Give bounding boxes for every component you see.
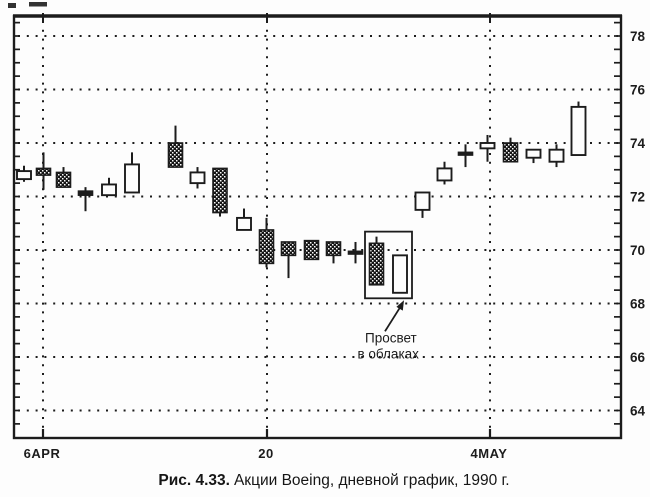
- candle-body-white: [124, 163, 140, 194]
- annotation-arrowhead: [396, 300, 404, 311]
- candle-3: [55, 167, 72, 188]
- candle-body-black: [303, 239, 320, 261]
- candle-body-black: [457, 151, 474, 156]
- candle-20: [457, 144, 474, 168]
- candle-23: [525, 148, 542, 164]
- candle-body-black: [347, 250, 364, 255]
- candle-4: [77, 187, 94, 212]
- y-axis-label-64: 64: [630, 404, 646, 419]
- y-axis-label-72: 72: [630, 190, 645, 205]
- candle-22: [502, 137, 519, 163]
- scan-artifact: [29, 2, 47, 7]
- candle-24: [548, 144, 565, 168]
- y-axis-label-76: 76: [630, 83, 646, 98]
- candle-17: [392, 254, 408, 294]
- candle-body-white: [414, 191, 431, 211]
- candle-body-black: [35, 167, 52, 176]
- annotation-arrow: [384, 303, 403, 332]
- figure-caption: Рис. 4.33. Акции Boeing, дневной график, …: [9, 471, 650, 491]
- y-axis-label-78: 78: [630, 29, 646, 44]
- x-axis-label-20: 20: [258, 446, 273, 461]
- candle-9: [212, 167, 228, 217]
- annotation-label-line2: в облаках: [358, 346, 420, 361]
- y-axis-label-70: 70: [630, 243, 645, 258]
- candle-18: [414, 191, 431, 218]
- candle-body-black: [167, 142, 184, 168]
- candle-10: [236, 208, 252, 231]
- candle-body-black: [212, 167, 228, 214]
- candle-body-black: [280, 241, 297, 257]
- candle-body-black: [55, 171, 72, 188]
- candle-7: [167, 125, 184, 168]
- candle-8: [189, 167, 206, 189]
- candle-body-white: [236, 216, 252, 231]
- plot-border: [12, 14, 623, 440]
- candle-body-white: [392, 254, 408, 294]
- x-axis-label-4MAY: 4MAY: [471, 446, 508, 461]
- candle-body-black: [77, 190, 94, 196]
- candle-body-white: [101, 183, 117, 197]
- pattern-highlight-box: [364, 230, 413, 300]
- candle-body-white: [436, 167, 453, 182]
- candle-11: [258, 217, 275, 268]
- annotation-label-line1: Просвет: [365, 330, 417, 345]
- candle-12: [280, 241, 297, 279]
- caption-number: Рис. 4.33.: [158, 472, 230, 489]
- candle-body-black: [325, 241, 342, 257]
- candle-body-black: [258, 229, 275, 265]
- candle-body-white: [479, 142, 496, 150]
- candle-13: [303, 239, 320, 261]
- candle-15: [347, 241, 364, 264]
- caption-text: Акции Boeing, дневной график, 1990 г.: [233, 472, 510, 489]
- candle-16: [368, 236, 385, 286]
- scan-artifact: [8, 3, 16, 8]
- y-axis-label-66: 66: [630, 350, 646, 365]
- candle-25: [570, 101, 587, 156]
- x-axis-label-6APR: 6APR: [24, 446, 61, 461]
- candle-5: [101, 177, 117, 197]
- candle-6: [124, 152, 140, 194]
- candle-body-white: [570, 105, 587, 156]
- candle-body-white: [548, 148, 565, 163]
- y-axis-label-74: 74: [630, 136, 646, 151]
- candle-2: [35, 152, 52, 190]
- y-axis-label-68: 68: [630, 297, 646, 312]
- candle-body-black: [502, 142, 519, 163]
- candle-body-white: [16, 170, 32, 181]
- candle-19: [436, 161, 453, 185]
- candle-14: [325, 241, 342, 264]
- candle-body-white: [525, 148, 542, 159]
- candle-21: [479, 134, 496, 162]
- candle-body-black: [368, 242, 385, 286]
- candle-1: [16, 165, 32, 182]
- candle-body-white: [189, 171, 206, 185]
